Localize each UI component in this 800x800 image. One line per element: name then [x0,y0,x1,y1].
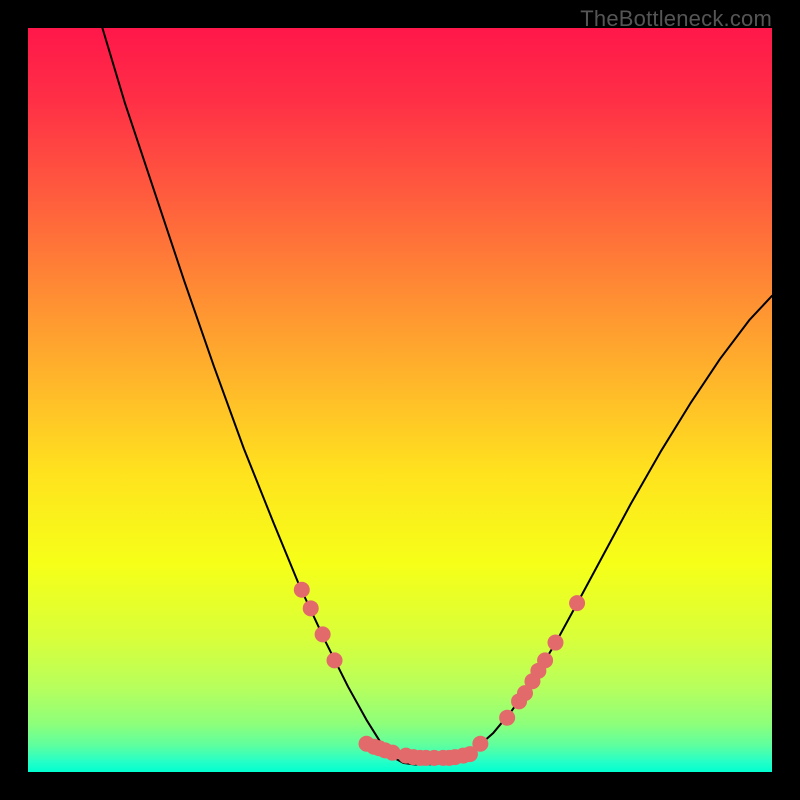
data-marker [537,652,553,668]
chart-svg [28,28,772,772]
data-marker [303,600,319,616]
data-marker [327,652,343,668]
data-marker [569,595,585,611]
data-marker [294,582,310,598]
watermark-text: TheBottleneck.com [580,6,772,32]
data-marker [472,736,488,752]
data-marker [499,710,515,726]
chart-plot-area [28,28,772,772]
data-marker [385,745,401,761]
data-marker [315,626,331,642]
gradient-background [28,28,772,772]
data-marker [547,635,563,651]
